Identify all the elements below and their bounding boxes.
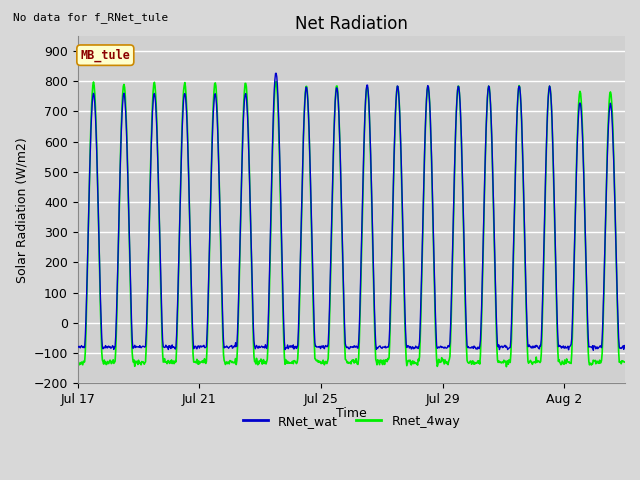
Text: No data for f_RNet_tule: No data for f_RNet_tule <box>13 12 168 23</box>
RNet_wat <box>74 344 81 349</box>
Rnet_4way <box>273 79 280 84</box>
X-axis label: Time: Time <box>336 408 367 420</box>
RNet_wat <box>273 84 281 89</box>
Rnet_4way <box>203 359 211 364</box>
RNet_wat <box>203 344 211 349</box>
Text: MB_tule: MB_tule <box>81 48 131 62</box>
Line: RNet_wat: RNet_wat <box>77 73 625 350</box>
Title: Net Radiation: Net Radiation <box>295 15 408 33</box>
RNet_wat <box>516 91 524 96</box>
Rnet_4way <box>502 364 510 370</box>
RNet_wat <box>589 348 597 353</box>
Rnet_4way <box>517 103 525 109</box>
Rnet_4way <box>93 167 101 173</box>
RNet_wat <box>621 344 629 349</box>
RNet_wat <box>273 71 280 76</box>
Line: Rnet_4way: Rnet_4way <box>77 82 625 367</box>
Legend: RNet_wat, Rnet_4way: RNet_wat, Rnet_4way <box>237 409 465 432</box>
Rnet_4way <box>273 92 281 98</box>
Rnet_4way <box>303 84 310 89</box>
Rnet_4way <box>385 357 392 362</box>
Rnet_4way <box>621 359 629 365</box>
RNet_wat <box>385 344 392 350</box>
RNet_wat <box>303 84 310 90</box>
Rnet_4way <box>74 360 81 366</box>
RNet_wat <box>93 170 101 176</box>
Y-axis label: Solar Radiation (W/m2): Solar Radiation (W/m2) <box>15 137 28 283</box>
